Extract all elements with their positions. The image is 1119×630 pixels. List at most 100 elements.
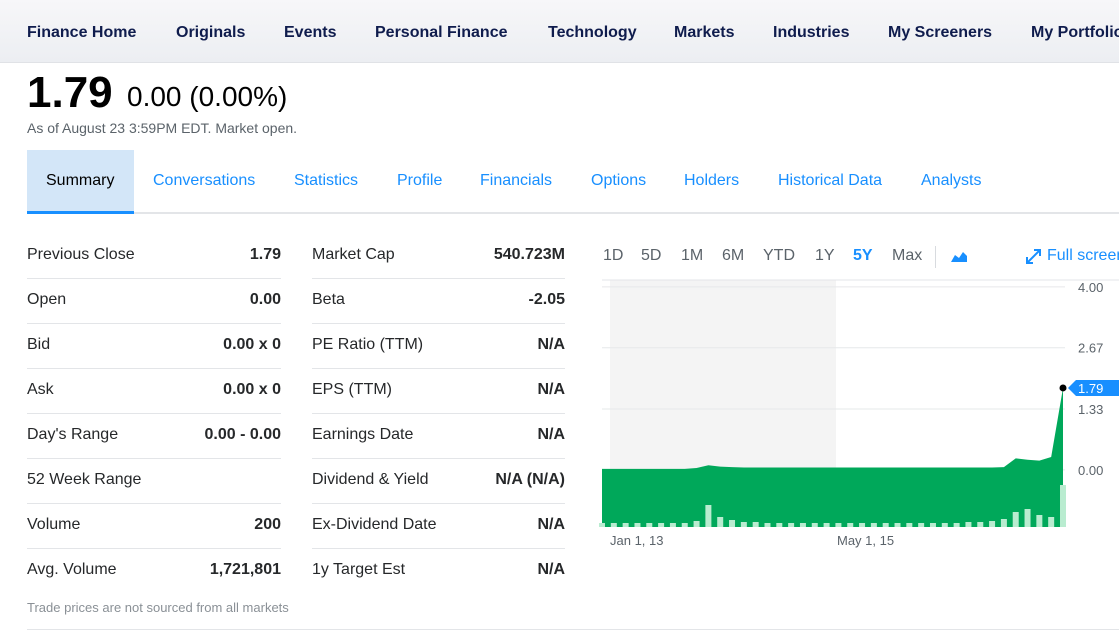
volume-bar	[729, 520, 736, 527]
row-label: Bid	[27, 336, 51, 353]
full-screen[interactable]: Full screen	[1047, 247, 1119, 264]
row-rule	[312, 368, 565, 369]
x-tick-label: May 1, 15	[837, 533, 894, 548]
note: Trade prices are not sourced from all ma…	[27, 600, 289, 615]
row-rule	[312, 278, 565, 279]
row-value: N/A	[537, 426, 565, 443]
tab[interactable]: Analysts	[921, 172, 982, 189]
volume-bar	[693, 521, 700, 527]
volume-bar	[1012, 512, 1019, 527]
range-button[interactable]: 1D	[603, 247, 624, 264]
tab[interactable]: Options	[591, 172, 647, 189]
row-value: N/A	[537, 336, 565, 353]
row-value: 540.723M	[493, 246, 565, 263]
volume-bar	[752, 522, 759, 527]
volume-bar	[788, 523, 795, 527]
full-screen-icon[interactable]	[1025, 247, 1043, 265]
row-rule	[312, 323, 565, 324]
range-button[interactable]: 5Y	[853, 247, 873, 264]
tab[interactable]: Profile	[397, 172, 443, 189]
row-value: 1.79	[249, 246, 281, 263]
row-value: N/A	[537, 561, 565, 578]
row-label: Earnings Date	[312, 426, 414, 443]
row-value: 0.00 x 0	[223, 381, 281, 398]
row-rule	[27, 503, 281, 504]
row-rule	[27, 413, 281, 414]
row-label: Open	[27, 291, 67, 308]
volume-bar	[1060, 485, 1066, 527]
chart-type-icon[interactable]	[950, 248, 968, 264]
nav-item[interactable]: Originals	[176, 24, 246, 41]
y-tick-label: 1.33	[1078, 402, 1103, 417]
range-button[interactable]: Max	[892, 247, 923, 264]
nav-item[interactable]: Technology	[548, 24, 637, 41]
volume-bar	[740, 522, 747, 527]
volume-bar	[1048, 517, 1055, 527]
volume-bar	[799, 523, 806, 527]
row-label: PE Ratio (TTM)	[312, 336, 424, 353]
row-label: Avg. Volume	[27, 561, 117, 578]
row-rule	[312, 548, 565, 549]
volume-bar	[681, 523, 688, 527]
volume-bar	[847, 523, 854, 527]
row-rule	[312, 458, 565, 459]
volume-bar	[764, 523, 771, 527]
range-button[interactable]: YTD	[763, 247, 795, 264]
nav-item[interactable]: Events	[284, 24, 337, 41]
row-value: N/A	[537, 381, 565, 398]
volume-bar	[1024, 509, 1031, 527]
y-tick-label: 0.00	[1078, 463, 1103, 478]
tab[interactable]: Statistics	[294, 172, 359, 189]
y-tick-label: 4.00	[1078, 280, 1103, 295]
divider	[935, 246, 936, 268]
row-rule	[27, 548, 281, 549]
row-rule	[27, 368, 281, 369]
volume-bar	[941, 523, 948, 527]
volume-bar	[965, 522, 972, 527]
row-value: N/A	[537, 516, 565, 533]
row-rule	[27, 458, 281, 459]
nav-item[interactable]: My Screeners	[888, 24, 993, 41]
tab[interactable]: Holders	[684, 172, 740, 189]
tab[interactable]: Conversations	[153, 172, 256, 189]
nav-item[interactable]: Finance Home	[27, 24, 137, 41]
volume-bar	[1000, 519, 1007, 527]
row-value: 200	[254, 516, 281, 533]
nav-item[interactable]: My Portfolio	[1031, 24, 1119, 41]
price-area	[602, 387, 1063, 527]
volume-bar	[835, 523, 842, 527]
row-value: 1,721,801	[209, 561, 281, 578]
volume-bar	[906, 523, 913, 527]
volume-bar	[717, 517, 724, 527]
volume-bar	[882, 523, 889, 527]
row-label: Beta	[312, 291, 345, 308]
range-button[interactable]: 1M	[681, 247, 704, 264]
nav-bar	[0, 0, 1119, 63]
tab[interactable]: Historical Data	[778, 172, 883, 189]
volume-bar	[929, 523, 936, 527]
active-tab[interactable]	[27, 150, 134, 214]
volume-bar	[918, 523, 925, 527]
volume-bar	[859, 523, 866, 527]
row-value: 0.00 x 0	[223, 336, 281, 353]
volume-bar	[776, 523, 783, 527]
row-label: Ask	[27, 381, 54, 398]
range-button[interactable]: 1Y	[815, 247, 835, 264]
nav-item[interactable]: Industries	[773, 24, 850, 41]
volume-bar	[634, 523, 641, 527]
range-button[interactable]: 5D	[641, 247, 662, 264]
x-tick-label: Jan 1, 13	[610, 533, 664, 548]
volume-bar	[599, 523, 605, 527]
last-tag	[1068, 379, 1119, 396]
row-label: Market Cap	[312, 246, 395, 263]
volume-bar	[811, 523, 818, 527]
tab[interactable]: Financials	[480, 172, 553, 189]
range-button[interactable]: 6M	[722, 247, 745, 264]
volume-bar	[870, 523, 877, 527]
nav-item[interactable]: Markets	[674, 24, 735, 41]
nav-item[interactable]: Personal Finance	[375, 24, 508, 41]
tab[interactable]: Summary	[46, 172, 115, 189]
row-label: 1y Target Est	[312, 561, 406, 578]
volume-bar	[646, 523, 653, 527]
